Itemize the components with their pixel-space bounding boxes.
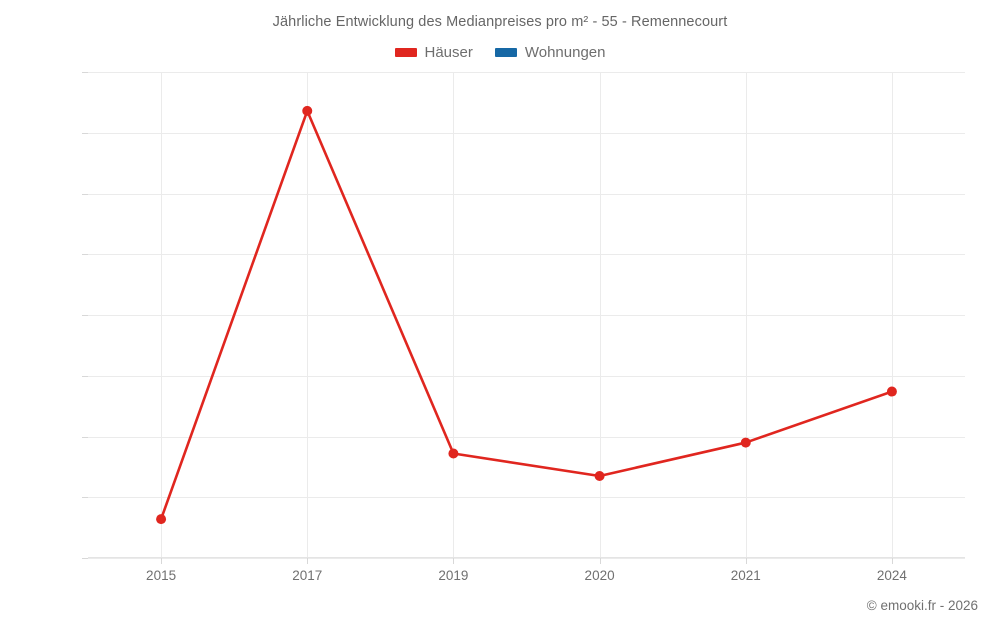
x-axis-tick <box>161 558 163 564</box>
data-point[interactable] <box>448 448 459 459</box>
gridline-horizontal <box>88 132 965 134</box>
x-axis-tick-label: 2019 <box>438 568 469 583</box>
gridline-horizontal <box>88 315 965 316</box>
plot-area: 0 €500 €1 000 €1 500 €2 000 €2 500 €3 00… <box>82 72 965 583</box>
y-axis-tick <box>82 375 88 377</box>
gridline-vertical <box>453 72 455 558</box>
legend-label-hauser: Häuser <box>424 44 473 61</box>
y-axis-tick <box>82 72 88 73</box>
gridline-vertical <box>161 72 163 558</box>
gridline-horizontal <box>88 193 965 195</box>
gridline-vertical <box>599 72 601 558</box>
legend-item-wohnungen[interactable]: Wohnungen <box>494 44 606 61</box>
gridline-horizontal <box>88 558 965 559</box>
x-axis-tick-label: 2021 <box>730 568 761 583</box>
x-axis-line <box>88 557 965 558</box>
gridline-horizontal <box>88 254 965 256</box>
data-point[interactable] <box>886 386 897 397</box>
y-axis-tick <box>82 497 88 499</box>
x-axis-tick-label: 2017 <box>292 568 323 583</box>
footer-credit: © emooki.fr - 2026 <box>866 598 978 613</box>
chart-title: Jährliche Entwicklung des Medianpreises … <box>272 14 728 30</box>
data-point[interactable] <box>302 105 313 116</box>
legend-swatch-hauser <box>394 48 417 57</box>
data-point[interactable] <box>594 470 605 481</box>
x-axis-tick-label: 2024 <box>876 568 907 583</box>
gridline-vertical <box>891 72 893 558</box>
y-axis-tick <box>82 436 88 438</box>
y-axis-tick <box>82 193 88 195</box>
y-axis-tick <box>82 254 88 256</box>
series-layer <box>156 105 897 525</box>
legend-swatch-wohnungen <box>494 48 517 57</box>
y-axis-tick <box>82 132 88 134</box>
x-axis-tick <box>599 558 601 564</box>
gridline-horizontal <box>88 375 965 377</box>
series-line-häuser <box>159 109 894 521</box>
x-axis-tick <box>745 558 747 564</box>
chart-legend: Häuser Wohnungen <box>0 44 1000 61</box>
x-axis-tick-label: 2020 <box>584 568 615 583</box>
gridline-horizontal <box>88 497 965 499</box>
gridline-horizontal <box>88 72 965 73</box>
gridline-vertical <box>307 72 309 558</box>
gridline-vertical <box>745 72 747 558</box>
x-axis-tick <box>453 558 455 564</box>
x-axis-tick-label: 2015 <box>146 568 177 583</box>
x-axis-tick <box>307 558 309 564</box>
data-point[interactable] <box>156 514 167 525</box>
x-axis-tick <box>891 558 893 564</box>
legend-label-wohnungen: Wohnungen <box>524 44 606 61</box>
y-axis-tick <box>82 558 88 559</box>
legend-item-hauser[interactable]: Häuser <box>394 44 473 61</box>
gridline-horizontal <box>88 436 965 438</box>
data-point[interactable] <box>740 437 751 448</box>
y-axis-tick <box>82 315 88 316</box>
